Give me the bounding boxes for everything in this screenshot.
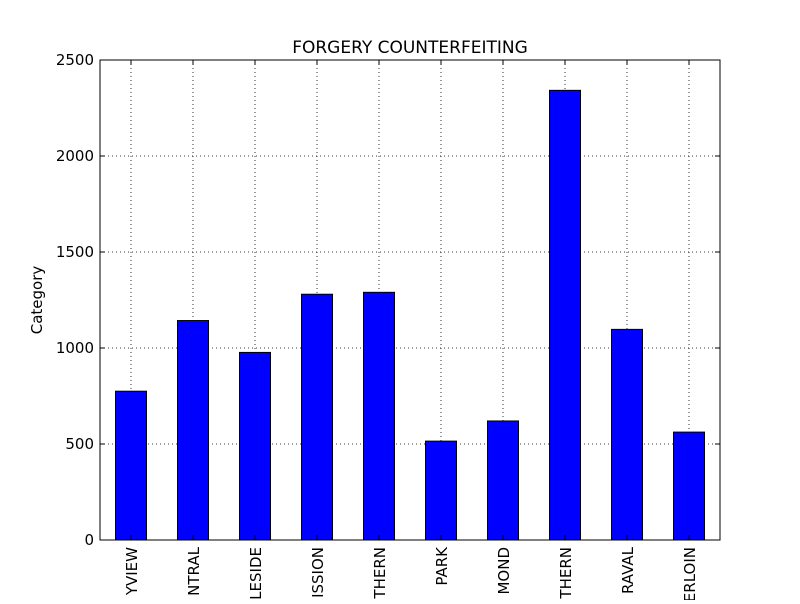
ticks-layer <box>100 59 720 541</box>
x-tick-label: NTRAL <box>185 546 203 595</box>
y-tick-label: 2500 <box>56 51 94 69</box>
x-tick-labels: YVIEW NTRAL LESIDE ISSION THERN PARK MOND THERN… <box>123 546 699 602</box>
x-tick-label: ERLOIN <box>681 547 699 600</box>
y-tick-label: 0 <box>84 531 94 549</box>
x-tick-label: PARK <box>433 546 451 586</box>
x-tick-label: LESIDE <box>247 547 265 600</box>
bar <box>115 390 147 541</box>
bar <box>363 291 395 541</box>
x-tick-label: YVIEW <box>123 547 141 596</box>
bar <box>611 328 643 541</box>
x-tick-label: MOND <box>495 547 513 595</box>
y-axis-label: Category <box>28 266 46 335</box>
bar <box>487 420 519 541</box>
plot-frame <box>99 59 721 541</box>
x-tick-label: THERN <box>371 547 389 600</box>
y-tick-label: 1500 <box>56 243 94 261</box>
bar <box>301 293 333 541</box>
bar <box>239 351 271 541</box>
y-tick-label: 500 <box>65 435 94 453</box>
y-tick-label: 2000 <box>56 147 94 165</box>
y-tick-labels: 0 500 1000 1500 2000 2500 <box>56 51 94 549</box>
y-tick-label: 1000 <box>56 339 94 357</box>
x-tick-label: RAVAL <box>619 546 637 594</box>
bar <box>425 440 457 541</box>
bar <box>177 320 209 541</box>
bar <box>673 431 705 541</box>
x-tick-label: ISSION <box>309 547 327 598</box>
chart-title: FORGERY COUNTERFEITING <box>292 38 528 58</box>
bars-layer <box>115 89 705 541</box>
x-tick-label: THERN <box>557 547 575 600</box>
bar <box>549 89 581 541</box>
